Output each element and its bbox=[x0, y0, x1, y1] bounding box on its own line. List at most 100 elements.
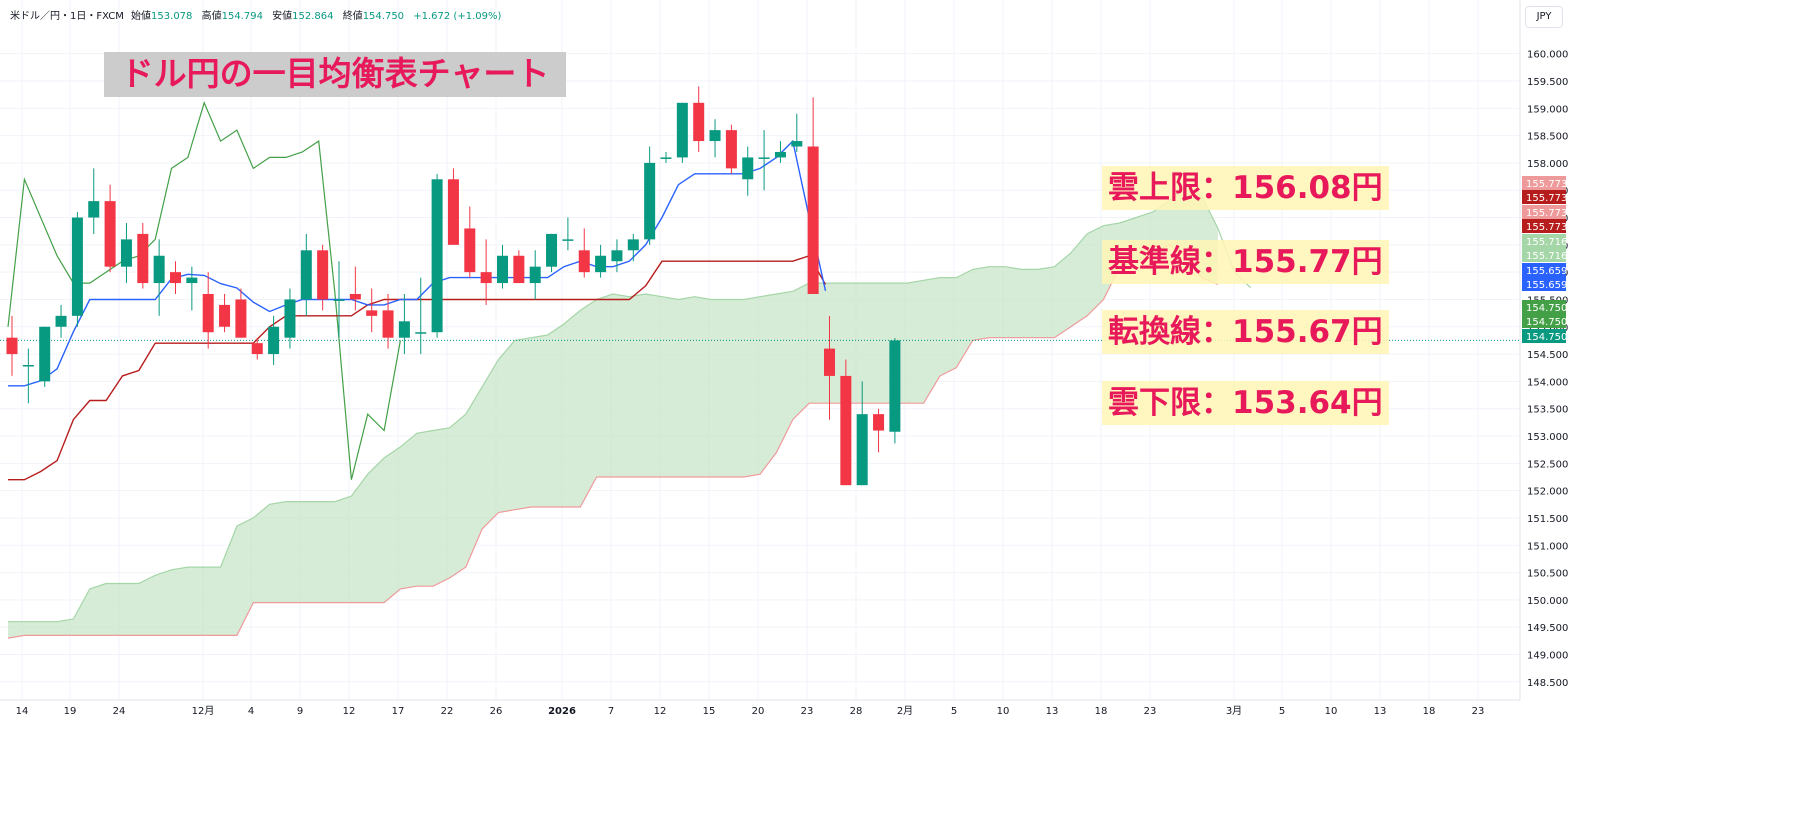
time-tick-label: 14 bbox=[16, 706, 29, 717]
candle-body bbox=[676, 102, 688, 158]
annotation-cloud-upper: 雲上限：156.08円 bbox=[1102, 166, 1389, 210]
candle-body bbox=[268, 326, 280, 355]
candle bbox=[513, 250, 525, 284]
time-tick-label: 19 bbox=[64, 706, 77, 717]
price-badge-text: 154.750 bbox=[1526, 303, 1567, 314]
price-badge: 154.750 bbox=[1522, 329, 1567, 343]
price-badge-bg bbox=[1522, 300, 1566, 314]
senkou-span-b-line bbox=[7, 244, 1219, 639]
price-tick-label: 159.500 bbox=[1527, 77, 1568, 88]
candle-body bbox=[55, 315, 67, 327]
candle-body bbox=[840, 375, 852, 486]
chart-container[interactable]: 160.000159.500159.000158.500158.000157.5… bbox=[0, 0, 1568, 722]
price-badge-bg bbox=[1522, 205, 1566, 219]
candle-body bbox=[39, 326, 51, 382]
candle bbox=[284, 288, 296, 349]
candle bbox=[709, 119, 721, 158]
candle bbox=[398, 293, 410, 355]
high-value: 154.794 bbox=[221, 11, 263, 22]
candle bbox=[317, 244, 329, 311]
price-tick-label: 149.000 bbox=[1527, 650, 1568, 661]
candle bbox=[39, 326, 51, 387]
candle-body bbox=[317, 250, 329, 300]
candle-body bbox=[71, 217, 83, 316]
symbol-label[interactable]: 米ドル／円・1日・FXCM bbox=[10, 11, 124, 22]
candle-body bbox=[300, 250, 312, 300]
candle bbox=[55, 304, 67, 338]
candle-body bbox=[480, 272, 492, 284]
candle-body bbox=[366, 310, 378, 316]
price-badge-text: 155.773 bbox=[1526, 208, 1567, 219]
candle-body bbox=[22, 365, 34, 367]
time-tick-label: 26 bbox=[490, 706, 503, 717]
time-tick-label: 22 bbox=[441, 706, 454, 717]
candle-body bbox=[464, 228, 476, 273]
price-badge-bg bbox=[1522, 277, 1566, 291]
candle bbox=[186, 266, 198, 311]
annotation-conversion-line: 転換線：155.67円 bbox=[1102, 310, 1389, 354]
price-tick-label: 152.000 bbox=[1527, 487, 1568, 498]
candle-body bbox=[595, 255, 607, 273]
candle bbox=[774, 141, 786, 163]
candle-body bbox=[693, 102, 705, 142]
time-tick-label: 17 bbox=[392, 706, 405, 717]
price-badge: 154.750 bbox=[1522, 300, 1567, 314]
candle-body bbox=[562, 239, 574, 241]
candle-body bbox=[774, 151, 786, 158]
candle-body bbox=[104, 201, 116, 267]
price-tick-label: 154.000 bbox=[1527, 377, 1568, 388]
price-badge-text: 155.773 bbox=[1526, 179, 1567, 190]
candle bbox=[824, 315, 835, 420]
ichimoku-chart[interactable]: 160.000159.500159.000158.500158.000157.5… bbox=[0, 0, 1568, 722]
time-tick-label: 4 bbox=[248, 706, 254, 717]
price-badge: 155.716 bbox=[1522, 248, 1567, 262]
price-badge-bg bbox=[1522, 219, 1566, 233]
candle-body bbox=[447, 179, 459, 245]
candle bbox=[693, 86, 705, 152]
candle-body bbox=[6, 337, 18, 355]
candle-body bbox=[873, 414, 885, 431]
price-tick-label: 152.500 bbox=[1527, 459, 1568, 470]
time-tick-label: 24 bbox=[113, 706, 126, 717]
price-tick-label: 150.500 bbox=[1527, 569, 1568, 580]
price-badge: 155.773 bbox=[1522, 190, 1567, 204]
price-badge-text: 155.773 bbox=[1526, 193, 1567, 204]
candle-body bbox=[382, 310, 394, 338]
candle bbox=[791, 113, 803, 152]
candle bbox=[6, 315, 18, 376]
price-badge: 154.750 bbox=[1522, 314, 1567, 328]
price-tick-label: 151.000 bbox=[1527, 541, 1568, 552]
candle bbox=[219, 293, 231, 333]
candle bbox=[202, 272, 214, 349]
candle bbox=[22, 348, 34, 404]
candle-body bbox=[202, 293, 214, 333]
time-tick-label: 12 bbox=[343, 706, 356, 717]
candle bbox=[676, 102, 688, 163]
candle-body bbox=[170, 272, 181, 284]
price-badge: 155.659 bbox=[1522, 277, 1567, 291]
candle-body bbox=[611, 250, 623, 262]
candle-body bbox=[644, 162, 656, 240]
candle bbox=[562, 217, 574, 251]
time-tick-label: 13 bbox=[1374, 706, 1387, 717]
candle bbox=[235, 288, 247, 338]
candle-body bbox=[513, 255, 525, 284]
time-tick-label: 12 bbox=[654, 706, 667, 717]
candle-body bbox=[709, 130, 721, 142]
price-tick-label: 159.000 bbox=[1527, 104, 1568, 115]
time-tick-label: 2月 bbox=[897, 705, 913, 717]
candle bbox=[464, 206, 476, 278]
candle bbox=[546, 233, 558, 273]
candle bbox=[382, 293, 394, 349]
close-value: 154.750 bbox=[362, 11, 405, 22]
candle bbox=[366, 288, 378, 333]
time-tick-label: 9 bbox=[297, 706, 303, 717]
time-tick-label: 23 bbox=[1144, 706, 1157, 717]
price-badge: 155.659 bbox=[1522, 263, 1567, 277]
candle bbox=[873, 408, 885, 453]
currency-button[interactable]: JPY bbox=[1525, 6, 1563, 28]
candle bbox=[153, 239, 165, 316]
candle bbox=[120, 222, 132, 284]
senkou-span-a-line bbox=[8, 183, 1252, 623]
candle bbox=[349, 266, 361, 311]
